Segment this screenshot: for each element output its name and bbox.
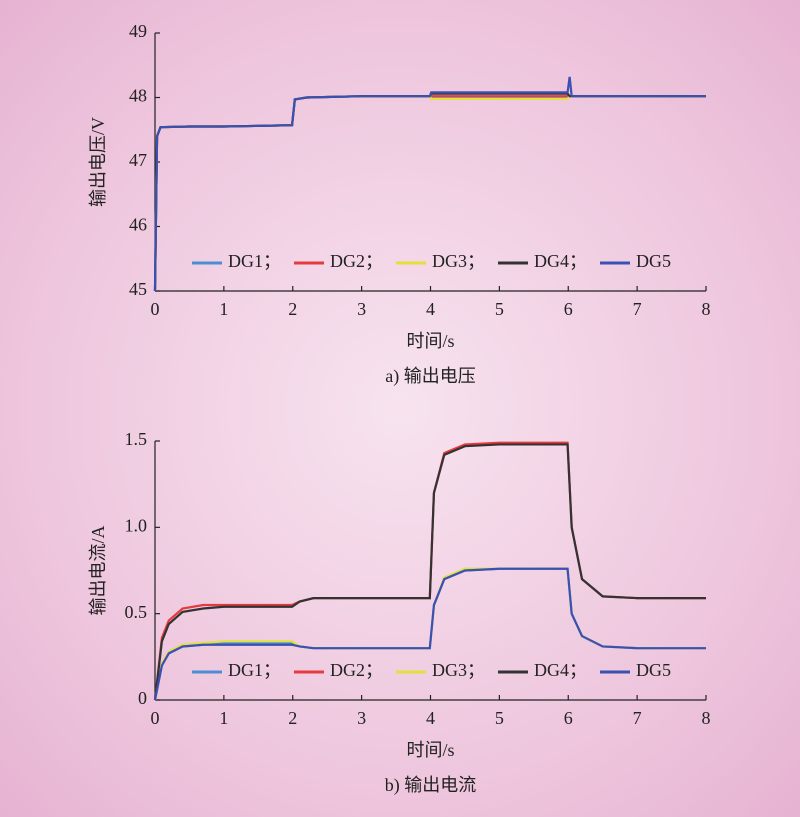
y-tick-label: 0 xyxy=(138,688,147,708)
x-tick-label: 8 xyxy=(702,299,711,319)
legend-label: DG3； xyxy=(432,660,485,680)
y-tick-label: 46 xyxy=(129,215,147,235)
x-axis-label: 时间/s xyxy=(406,740,454,760)
series-line xyxy=(153,567,706,701)
legend-label: DG5 xyxy=(636,660,671,680)
y-tick-label: 1.0 xyxy=(125,515,148,535)
x-tick-label: 1 xyxy=(219,299,228,319)
x-tick-label: 2 xyxy=(288,299,297,319)
legend-label: DG1； xyxy=(228,660,281,680)
x-tick-label: 4 xyxy=(426,708,435,728)
x-tick-label: 5 xyxy=(495,299,504,319)
x-tick-label: 6 xyxy=(564,708,573,728)
x-tick-label: 7 xyxy=(633,299,642,319)
x-tick-label: 3 xyxy=(357,299,366,319)
legend-label: DG2； xyxy=(330,660,383,680)
y-axis-label: 输出电压/V xyxy=(88,117,108,207)
caption: b) 输出电流 xyxy=(385,775,477,796)
x-axis-label: 时间/s xyxy=(406,331,454,351)
legend-label: DG3； xyxy=(432,251,485,271)
y-tick-label: 0.5 xyxy=(125,602,148,622)
y-tick-label: 1.5 xyxy=(125,429,148,449)
legend-label: DG4； xyxy=(534,251,587,271)
x-tick-label: 0 xyxy=(151,708,160,728)
x-tick-label: 5 xyxy=(495,708,504,728)
x-tick-label: 0 xyxy=(151,299,160,319)
series-line xyxy=(153,76,706,292)
x-tick-label: 3 xyxy=(357,708,366,728)
caption: a) 输出电压 xyxy=(385,366,475,387)
x-tick-label: 1 xyxy=(219,708,228,728)
y-tick-label: 48 xyxy=(129,86,147,106)
series-line xyxy=(153,443,706,701)
x-tick-label: 6 xyxy=(564,299,573,319)
y-tick-label: 45 xyxy=(129,279,147,299)
x-tick-label: 7 xyxy=(633,708,642,728)
x-tick-label: 2 xyxy=(288,708,297,728)
legend-label: DG5 xyxy=(636,251,671,271)
legend-label: DG4； xyxy=(534,660,587,680)
y-tick-label: 47 xyxy=(129,150,147,170)
y-tick-label: 49 xyxy=(129,21,147,41)
x-tick-label: 4 xyxy=(426,299,435,319)
legend-label: DG2； xyxy=(330,251,383,271)
x-tick-label: 8 xyxy=(702,708,711,728)
y-axis-label: 输出电流/A xyxy=(88,525,108,615)
legend-label: DG1； xyxy=(228,251,281,271)
